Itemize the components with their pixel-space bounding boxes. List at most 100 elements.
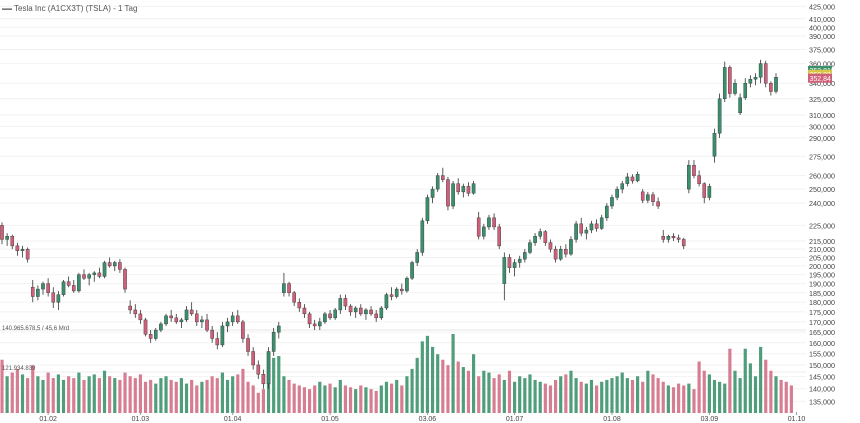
- volume-bar: [82, 379, 86, 413]
- candle-body: [748, 79, 753, 84]
- y-tick-label: 150,000: [809, 361, 835, 370]
- volume-bar: [769, 370, 773, 413]
- candle-body: [743, 83, 748, 98]
- candle-body: [194, 313, 199, 323]
- candle-body: [379, 307, 384, 319]
- y-tick-label: 300,000: [809, 122, 835, 131]
- candle-body: [15, 245, 20, 251]
- candle-body: [174, 317, 179, 323]
- candle-body: [456, 183, 460, 193]
- candle-body: [599, 217, 604, 229]
- volume-bar: [364, 387, 368, 413]
- candle-body: [620, 183, 625, 190]
- candle-body: [71, 285, 76, 292]
- candle-body: [451, 183, 455, 207]
- candle-body: [46, 283, 50, 293]
- candle-body: [338, 298, 343, 311]
- volume-bar: [210, 376, 214, 413]
- volume-bar: [302, 387, 307, 413]
- volume-bar: [620, 372, 624, 413]
- candle-body: [548, 242, 553, 250]
- candle-body: [430, 188, 435, 198]
- volume-bar: [118, 379, 122, 413]
- volume-bar: [174, 381, 178, 413]
- candle-body: [123, 269, 127, 290]
- candle-body: [528, 242, 532, 253]
- volume-bar: [261, 389, 266, 413]
- volume-bar: [641, 381, 645, 413]
- candle-body: [512, 262, 517, 268]
- y-tick-label: 215,000: [809, 237, 835, 246]
- volume-bar: [113, 378, 117, 413]
- candle-body: [277, 325, 281, 333]
- volume-bar: [72, 378, 76, 413]
- candle-body: [574, 223, 578, 240]
- candle-body: [471, 183, 476, 194]
- volume-bar: [518, 376, 522, 413]
- candle-body: [112, 262, 117, 267]
- candle-body: [656, 201, 660, 207]
- volume-bar: [359, 385, 363, 413]
- candle-body: [5, 236, 9, 240]
- volume-bar: [436, 354, 440, 413]
- candle-body: [533, 236, 537, 243]
- y-tick-label: 195,000: [809, 271, 835, 280]
- candle-body: [143, 319, 148, 335]
- y-tick-label: 240,000: [809, 199, 835, 208]
- volume-bar: [533, 379, 537, 413]
- candle-body: [502, 257, 507, 284]
- candle-body: [87, 274, 91, 279]
- volume-bar: [564, 374, 568, 413]
- x-tick-label: 01.02: [39, 416, 57, 423]
- candle-body: [697, 175, 701, 184]
- candle-body: [579, 223, 584, 234]
- candle-body: [681, 239, 686, 247]
- volume-bar: [492, 378, 496, 413]
- volume-bar: [328, 383, 332, 413]
- volume-bar: [220, 372, 224, 413]
- candle-body: [256, 364, 261, 375]
- candle-body: [487, 217, 491, 228]
- candle-body: [189, 309, 194, 315]
- candle-body: [774, 77, 778, 92]
- volume-bar: [651, 374, 655, 413]
- volume-bar: [5, 376, 9, 413]
- candle-body: [169, 315, 173, 319]
- volume-bar: [41, 379, 45, 413]
- volume-bar: [374, 390, 378, 413]
- grid-layer: [0, 5, 806, 402]
- candle-body: [507, 257, 512, 268]
- volume-bar: [595, 385, 599, 413]
- candle-body: [497, 226, 501, 247]
- volume-bar: [425, 335, 430, 413]
- candle-body: [482, 226, 486, 237]
- y-tick-label: 200,000: [809, 262, 835, 271]
- candle-body: [148, 334, 153, 339]
- candle-body: [712, 133, 717, 157]
- volume-bar: [630, 379, 635, 413]
- volume-label-mid: 121.934.839: [2, 366, 36, 372]
- volume-bar: [143, 381, 148, 413]
- volume-bar: [687, 383, 691, 413]
- candle-body: [353, 307, 358, 313]
- volume-bar: [97, 378, 101, 413]
- x-tick-label: 01.08: [603, 416, 621, 423]
- volume-bar: [287, 379, 291, 413]
- volume-bar: [512, 381, 517, 413]
- volume-bar: [702, 370, 706, 413]
- volume-bar: [251, 385, 255, 413]
- volume-bar: [430, 346, 435, 413]
- volume-bar: [528, 374, 532, 413]
- candle-body: [297, 302, 302, 309]
- y-tick-label: 310,000: [809, 111, 835, 120]
- candle-body: [646, 194, 650, 201]
- series-swatch-icon: [2, 7, 12, 10]
- candle-body: [225, 321, 230, 327]
- volume-bar: [87, 376, 91, 413]
- candle-body: [717, 98, 722, 134]
- volume-bar: [415, 357, 419, 413]
- candle-body: [271, 331, 276, 352]
- candle-body: [0, 225, 4, 240]
